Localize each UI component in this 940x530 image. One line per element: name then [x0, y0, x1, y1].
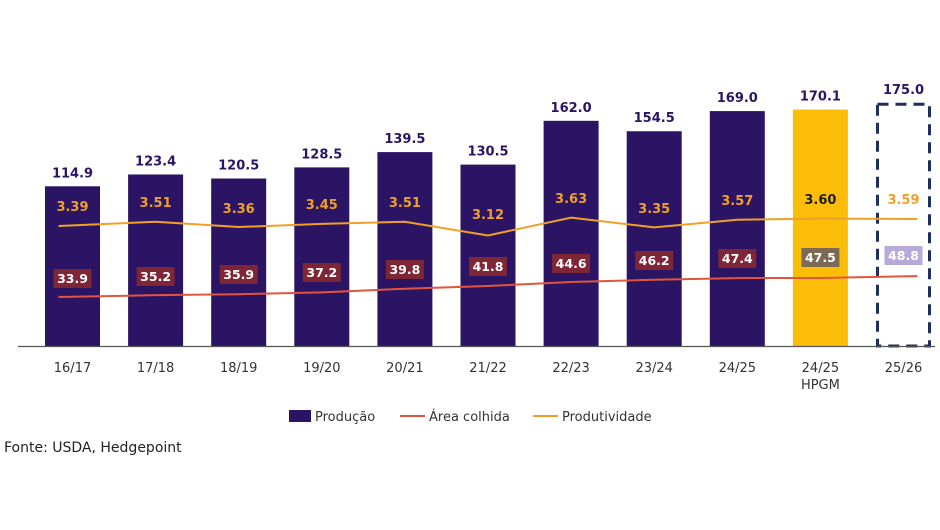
bar-value-label-7: 154.5	[634, 111, 675, 126]
produtividade-label-2: 3.36	[223, 202, 255, 217]
area-colhida-label-3: 37.2	[306, 265, 337, 280]
area-colhida-label-1: 35.2	[140, 269, 171, 284]
produtividade-label-4: 3.51	[389, 196, 421, 211]
line-produtividade	[58, 216, 918, 237]
bar-value-label-9: 170.1	[800, 90, 841, 105]
x-tick-label-1: 17/18	[137, 361, 174, 376]
bar-value-label-3: 128.5	[301, 147, 342, 162]
produtividade-label-0: 3.39	[56, 200, 88, 215]
area-colhida-label-7: 46.2	[639, 253, 670, 268]
area-colhida-label-bg-4	[385, 260, 424, 279]
area-colhida-label-bg-1	[136, 267, 175, 286]
bar-producao-8	[709, 111, 765, 346]
area-colhida-label-6: 44.6	[556, 256, 587, 271]
x-tick-label-9-line1: HPGM	[801, 378, 840, 393]
area-colhida-label-bg-8	[718, 249, 757, 268]
area-colhida-label-bg-5	[469, 257, 507, 276]
legend-label-area-colhida: Área colhida	[429, 409, 510, 425]
legend-label-producao: Produção	[315, 410, 375, 425]
area-colhida-label-0: 33.9	[57, 271, 88, 286]
bar-value-label-10: 175.0	[883, 83, 924, 98]
produtividade-label-10: 3.59	[887, 193, 919, 208]
area-colhida-label-5: 41.8	[473, 259, 504, 274]
produtividade-label-1: 3.51	[140, 196, 172, 211]
area-colhida-label-2: 35.9	[223, 267, 254, 282]
area-colhida-label-bg-0	[53, 269, 92, 288]
bar-producao-0	[45, 186, 100, 346]
bar-value-label-6: 162.0	[551, 101, 592, 116]
area-colhida-label-bg-10	[884, 246, 923, 265]
bar-value-label-0: 114.9	[52, 166, 93, 181]
produtividade-label-7: 3.35	[638, 202, 670, 217]
bar-value-label-4: 139.5	[384, 132, 425, 147]
bar-producao-7	[626, 131, 682, 346]
bar-producao-9	[792, 109, 848, 346]
area-colhida-label-10: 48.8	[888, 248, 919, 263]
x-tick-label-2: 18/19	[220, 361, 257, 376]
legend-swatch-producao	[289, 410, 311, 422]
area-colhida-label-4: 39.8	[389, 262, 420, 277]
x-tick-label-9: 24/25	[802, 361, 839, 376]
bar-producao-1	[128, 174, 184, 346]
area-colhida-label-bg-3	[302, 263, 341, 282]
x-tick-label-6: 22/23	[552, 361, 589, 376]
bar-value-label-8: 169.0	[717, 91, 758, 106]
x-tick-label-4: 20/21	[386, 361, 423, 376]
produtividade-label-8: 3.57	[721, 194, 753, 209]
produtividade-label-5: 3.12	[472, 208, 504, 223]
bar-value-label-2: 120.5	[218, 159, 259, 174]
legend-label-produtividade: Produtividade	[562, 410, 652, 425]
bar-producao-10	[876, 102, 931, 348]
x-tick-label-7: 23/24	[635, 361, 672, 376]
bar-value-label-1: 123.4	[135, 154, 176, 169]
bar-producao-2	[211, 178, 267, 346]
bar-producao-3	[294, 167, 350, 346]
area-colhida-label-8: 47.4	[722, 251, 753, 266]
bar-producao-4	[377, 152, 433, 346]
line-area-colhida	[58, 275, 918, 298]
area-colhida-label-bg-9	[801, 248, 840, 267]
produtividade-label-9: 3.60	[804, 193, 836, 208]
area-colhida-label-bg-6	[552, 254, 591, 273]
bar-value-label-5: 130.5	[467, 145, 508, 160]
source-note: Fonte: USDA, Hedgepoint	[4, 440, 182, 456]
produtividade-label-6: 3.63	[555, 192, 587, 207]
bar-producao-5	[460, 164, 516, 346]
area-colhida-label-bg-2	[219, 265, 258, 284]
bar-producao-6	[543, 120, 599, 346]
x-tick-label-3: 19/20	[303, 361, 340, 376]
area-colhida-label-bg-7	[635, 251, 674, 270]
x-tick-label-10: 25/26	[885, 361, 922, 376]
produtividade-label-3: 3.45	[306, 198, 338, 213]
x-tick-label-8: 24/25	[719, 361, 756, 376]
x-tick-label-0: 16/17	[54, 361, 91, 376]
area-colhida-label-9: 47.5	[805, 250, 836, 265]
x-tick-label-5: 21/22	[469, 361, 506, 376]
